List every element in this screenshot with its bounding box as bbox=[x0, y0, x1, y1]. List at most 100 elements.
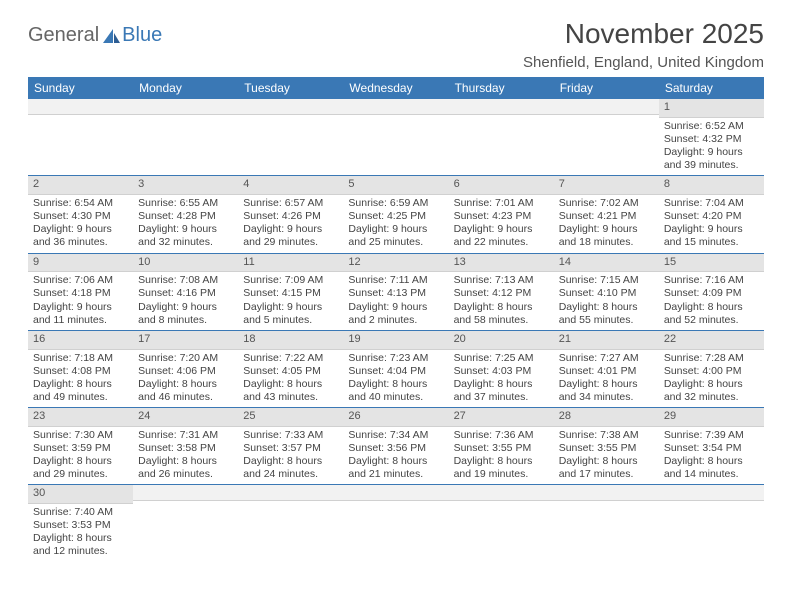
day-content: Sunrise: 7:20 AMSunset: 4:06 PMDaylight:… bbox=[133, 350, 238, 408]
sunrise-text: Sunrise: 7:34 AM bbox=[348, 429, 443, 442]
day-cell: 26Sunrise: 7:34 AMSunset: 3:56 PMDayligh… bbox=[343, 408, 448, 485]
location: Shenfield, England, United Kingdom bbox=[523, 54, 764, 71]
sunset-text: Sunset: 4:30 PM bbox=[33, 210, 128, 223]
day-content: Sunrise: 7:18 AMSunset: 4:08 PMDaylight:… bbox=[28, 350, 133, 408]
day-content: Sunrise: 7:15 AMSunset: 4:10 PMDaylight:… bbox=[554, 272, 659, 330]
column-header: Thursday bbox=[449, 77, 554, 99]
day-cell: 11Sunrise: 7:09 AMSunset: 4:15 PMDayligh… bbox=[238, 253, 343, 330]
daylight-text: and 40 minutes. bbox=[348, 391, 443, 404]
sunset-text: Sunset: 4:28 PM bbox=[138, 210, 233, 223]
logo: General Blue bbox=[28, 18, 162, 47]
day-number: 13 bbox=[449, 254, 554, 273]
sunrise-text: Sunrise: 6:52 AM bbox=[664, 120, 759, 133]
column-header: Saturday bbox=[659, 77, 764, 99]
day-cell: 27Sunrise: 7:36 AMSunset: 3:55 PMDayligh… bbox=[449, 408, 554, 485]
day-cell bbox=[554, 485, 659, 562]
daylight-text: and 52 minutes. bbox=[664, 314, 759, 327]
day-content: Sunrise: 7:23 AMSunset: 4:04 PMDaylight:… bbox=[343, 350, 448, 408]
page: General Blue November 2025 Shenfield, En… bbox=[0, 0, 792, 562]
sunrise-text: Sunrise: 7:11 AM bbox=[348, 274, 443, 287]
sunrise-text: Sunrise: 7:38 AM bbox=[559, 429, 654, 442]
day-number bbox=[449, 99, 554, 115]
day-cell: 30Sunrise: 7:40 AMSunset: 3:53 PMDayligh… bbox=[28, 485, 133, 562]
column-header: Monday bbox=[133, 77, 238, 99]
sunset-text: Sunset: 4:03 PM bbox=[454, 365, 549, 378]
day-content: Sunrise: 7:01 AMSunset: 4:23 PMDaylight:… bbox=[449, 195, 554, 253]
daylight-text: Daylight: 8 hours bbox=[243, 455, 338, 468]
day-number: 20 bbox=[449, 331, 554, 350]
day-content: Sunrise: 7:28 AMSunset: 4:00 PMDaylight:… bbox=[659, 350, 764, 408]
day-content: Sunrise: 7:33 AMSunset: 3:57 PMDaylight:… bbox=[238, 427, 343, 485]
day-content: Sunrise: 7:34 AMSunset: 3:56 PMDaylight:… bbox=[343, 427, 448, 485]
sunrise-text: Sunrise: 7:39 AM bbox=[664, 429, 759, 442]
daylight-text: Daylight: 8 hours bbox=[33, 455, 128, 468]
sunset-text: Sunset: 4:26 PM bbox=[243, 210, 338, 223]
daylight-text: and 58 minutes. bbox=[454, 314, 549, 327]
sunset-text: Sunset: 3:58 PM bbox=[138, 442, 233, 455]
day-cell: 16Sunrise: 7:18 AMSunset: 4:08 PMDayligh… bbox=[28, 330, 133, 407]
sunrise-text: Sunrise: 7:04 AM bbox=[664, 197, 759, 210]
daylight-text: Daylight: 9 hours bbox=[33, 301, 128, 314]
daylight-text: Daylight: 9 hours bbox=[138, 223, 233, 236]
day-content: Sunrise: 7:04 AMSunset: 4:20 PMDaylight:… bbox=[659, 195, 764, 253]
day-number: 3 bbox=[133, 176, 238, 195]
sunrise-text: Sunrise: 7:09 AM bbox=[243, 274, 338, 287]
sunset-text: Sunset: 3:54 PM bbox=[664, 442, 759, 455]
day-cell: 5Sunrise: 6:59 AMSunset: 4:25 PMDaylight… bbox=[343, 176, 448, 253]
day-cell: 18Sunrise: 7:22 AMSunset: 4:05 PMDayligh… bbox=[238, 330, 343, 407]
day-cell bbox=[238, 99, 343, 176]
sunrise-text: Sunrise: 7:08 AM bbox=[138, 274, 233, 287]
daylight-text: and 17 minutes. bbox=[559, 468, 654, 481]
day-content: Sunrise: 7:25 AMSunset: 4:03 PMDaylight:… bbox=[449, 350, 554, 408]
day-cell: 3 Sunrise: 6:55 AMSunset: 4:28 PMDaylight… bbox=[133, 176, 238, 253]
day-content: Sunrise: 7:36 AMSunset: 3:55 PMDaylight:… bbox=[449, 427, 554, 485]
week-row: 9Sunrise: 7:06 AMSunset: 4:18 PMDaylight… bbox=[28, 253, 764, 330]
day-cell: 13Sunrise: 7:13 AMSunset: 4:12 PMDayligh… bbox=[449, 253, 554, 330]
sunrise-text: Sunrise: 7:02 AM bbox=[559, 197, 654, 210]
sunrise-text: Sunrise: 6:55 AM bbox=[138, 197, 233, 210]
day-cell: 23Sunrise: 7:30 AMSunset: 3:59 PMDayligh… bbox=[28, 408, 133, 485]
sunset-text: Sunset: 4:18 PM bbox=[33, 287, 128, 300]
daylight-text: and 43 minutes. bbox=[243, 391, 338, 404]
sunrise-text: Sunrise: 6:54 AM bbox=[33, 197, 128, 210]
day-cell bbox=[449, 485, 554, 562]
daylight-text: Daylight: 8 hours bbox=[664, 455, 759, 468]
day-content bbox=[449, 115, 554, 167]
sunset-text: Sunset: 4:15 PM bbox=[243, 287, 338, 300]
sunrise-text: Sunrise: 7:36 AM bbox=[454, 429, 549, 442]
day-number bbox=[659, 485, 764, 501]
sunset-text: Sunset: 4:21 PM bbox=[559, 210, 654, 223]
sunrise-text: Sunrise: 7:28 AM bbox=[664, 352, 759, 365]
daylight-text: and 49 minutes. bbox=[33, 391, 128, 404]
day-content bbox=[238, 115, 343, 167]
day-cell: 14Sunrise: 7:15 AMSunset: 4:10 PMDayligh… bbox=[554, 253, 659, 330]
day-content bbox=[343, 501, 448, 553]
day-number bbox=[554, 99, 659, 115]
sunset-text: Sunset: 4:05 PM bbox=[243, 365, 338, 378]
day-content: Sunrise: 7:02 AMSunset: 4:21 PMDaylight:… bbox=[554, 195, 659, 253]
day-content: Sunrise: 7:08 AMSunset: 4:16 PMDaylight:… bbox=[133, 272, 238, 330]
sunset-text: Sunset: 4:32 PM bbox=[664, 133, 759, 146]
day-number: 8 bbox=[659, 176, 764, 195]
day-number: 2 bbox=[28, 176, 133, 195]
day-content: Sunrise: 6:54 AMSunset: 4:30 PMDaylight:… bbox=[28, 195, 133, 253]
sunset-text: Sunset: 3:53 PM bbox=[33, 519, 128, 532]
day-content bbox=[554, 115, 659, 167]
header: General Blue November 2025 Shenfield, En… bbox=[28, 18, 764, 71]
sunset-text: Sunset: 4:09 PM bbox=[664, 287, 759, 300]
sunrise-text: Sunrise: 7:06 AM bbox=[33, 274, 128, 287]
daylight-text: and 39 minutes. bbox=[664, 159, 759, 172]
sunset-text: Sunset: 4:06 PM bbox=[138, 365, 233, 378]
daylight-text: and 14 minutes. bbox=[664, 468, 759, 481]
title-block: November 2025 Shenfield, England, United… bbox=[523, 18, 764, 71]
sunset-text: Sunset: 4:16 PM bbox=[138, 287, 233, 300]
daylight-text: Daylight: 8 hours bbox=[348, 455, 443, 468]
sunrise-text: Sunrise: 7:13 AM bbox=[454, 274, 549, 287]
column-header: Tuesday bbox=[238, 77, 343, 99]
daylight-text: and 29 minutes. bbox=[33, 468, 128, 481]
day-cell bbox=[449, 99, 554, 176]
sunrise-text: Sunrise: 6:59 AM bbox=[348, 197, 443, 210]
sunrise-text: Sunrise: 7:25 AM bbox=[454, 352, 549, 365]
column-header: Wednesday bbox=[343, 77, 448, 99]
daylight-text: and 32 minutes. bbox=[664, 391, 759, 404]
